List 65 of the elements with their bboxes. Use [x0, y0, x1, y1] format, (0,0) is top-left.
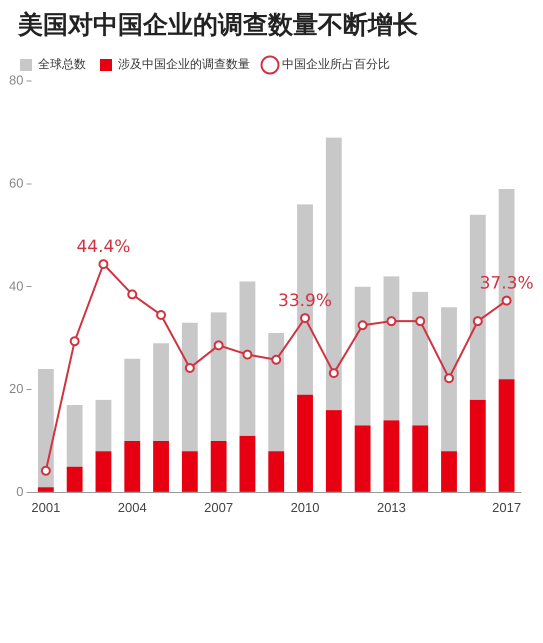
- data-label: 37.3%: [480, 274, 534, 294]
- bar: [268, 332, 284, 452]
- point: [271, 354, 282, 365]
- point: [300, 313, 310, 324]
- data-label: 33.9%: [278, 290, 332, 311]
- y-tick-label: 60: [8, 175, 24, 190]
- bar: [383, 276, 400, 420]
- chart-title: 美国对中国企业的调查数量不断增长: [18, 9, 419, 41]
- bar: [153, 343, 169, 441]
- y-tick-label: 20: [8, 381, 24, 396]
- bar: [182, 451, 198, 492]
- bar: [240, 282, 256, 436]
- point: [242, 350, 252, 360]
- bar: [182, 322, 198, 452]
- point: [184, 362, 195, 373]
- bar: [38, 487, 54, 492]
- bar: [297, 394, 313, 492]
- point: [127, 289, 138, 300]
- y-tick-label: 0: [16, 484, 24, 499]
- bar: [441, 307, 457, 452]
- legend-label: 全球总数: [38, 57, 86, 72]
- bar: [96, 451, 112, 492]
- x-tick-label: 2017: [492, 500, 522, 515]
- legend-label: 中国企业所占百分比: [282, 57, 390, 72]
- bar: [240, 436, 256, 492]
- bar: [412, 292, 428, 426]
- bar: [498, 379, 515, 492]
- bar: [326, 410, 342, 492]
- bar: [441, 451, 457, 492]
- x-tick-label: 2004: [118, 500, 147, 515]
- y-tick-label: 40: [8, 278, 24, 294]
- bar: [124, 440, 140, 492]
- point: [502, 296, 512, 306]
- point: [358, 320, 368, 330]
- bar: [38, 368, 54, 488]
- bar: [66, 466, 83, 492]
- bar: [124, 358, 140, 441]
- point: [40, 466, 51, 476]
- point: [415, 316, 426, 326]
- point: [156, 310, 166, 320]
- point: [70, 336, 80, 346]
- bar: [210, 440, 227, 492]
- bar: [210, 312, 227, 441]
- x-tick-label: 2010: [290, 500, 320, 515]
- point: [328, 368, 339, 378]
- bar: [66, 404, 83, 467]
- x-tick-label: 2013: [376, 500, 406, 515]
- bar: [96, 400, 112, 452]
- x-tick-label: 2007: [204, 500, 234, 515]
- bar: [354, 426, 371, 492]
- point: [472, 316, 483, 326]
- x-tick-label: 2001: [31, 500, 60, 515]
- bar: [383, 420, 400, 492]
- legend-label: 涉及中国企业的调查数量: [118, 57, 250, 72]
- bar: [268, 451, 284, 492]
- point: [98, 259, 108, 270]
- y-tick-label: 80: [8, 72, 24, 88]
- bar: [412, 426, 428, 492]
- bar: [354, 286, 371, 426]
- bar: [470, 400, 486, 492]
- point: [386, 316, 396, 326]
- point: [214, 340, 224, 350]
- bar: [153, 440, 169, 492]
- data-label: 44.4%: [76, 236, 130, 257]
- point: [444, 373, 454, 384]
